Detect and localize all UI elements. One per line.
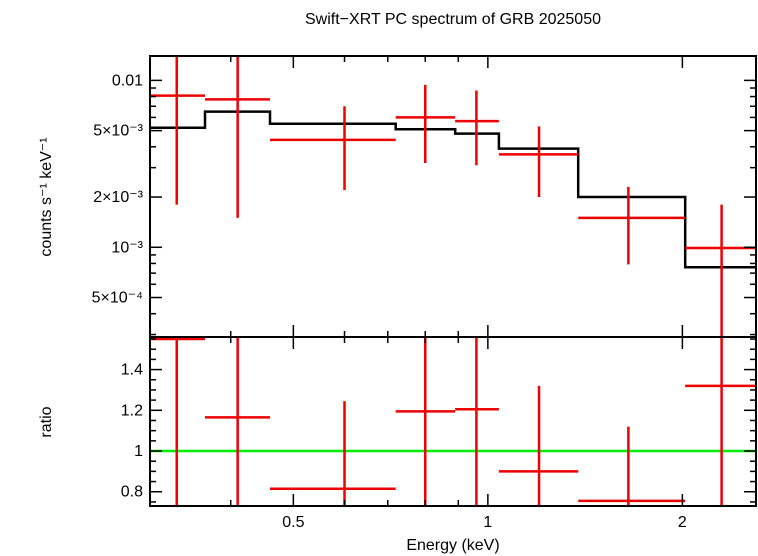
y-axis-label-top: counts s⁻¹ keV⁻¹ — [38, 137, 55, 256]
bottom-y-tick-label-1: 1 — [134, 443, 143, 460]
x-tick-label-1: 1 — [483, 514, 492, 531]
top-y-tick-label-0: 0.01 — [112, 72, 143, 89]
top-y-tick-label-2: 2×10⁻³ — [93, 189, 143, 206]
x-tick-label-0: 0.5 — [282, 514, 304, 531]
top-panel-marks — [150, 56, 756, 337]
axis-ticks — [149, 56, 756, 506]
x-tick-label-2: 2 — [678, 514, 687, 531]
bottom-y-tick-label-0: 0.8 — [121, 484, 143, 501]
model-step-line — [150, 110, 756, 269]
bottom-y-tick-label-3: 1.4 — [121, 362, 143, 379]
bottom-panel-frame — [149, 336, 757, 507]
top-y-tick-label-1: 5×10⁻³ — [93, 123, 143, 140]
bottom-panel-marks — [150, 337, 756, 506]
x-axis-label: Energy (keV) — [406, 537, 499, 554]
axis-tick-labels: 0.5 1 2 0.01 5×10⁻³ 2×10⁻³ 10⁻³ 5×10⁻⁴ 0.8 1 1.2 1.… — [92, 72, 687, 531]
y-axis-label-bottom: ratio — [38, 406, 55, 437]
top-y-tick-label-3: 10⁻³ — [111, 239, 143, 256]
bottom-y-tick-label-2: 1.2 — [121, 402, 143, 419]
chart-title: Swift−XRT PC spectrum of GRB 2025050 — [305, 11, 601, 28]
top-y-tick-label-4: 5×10⁻⁴ — [92, 290, 143, 307]
